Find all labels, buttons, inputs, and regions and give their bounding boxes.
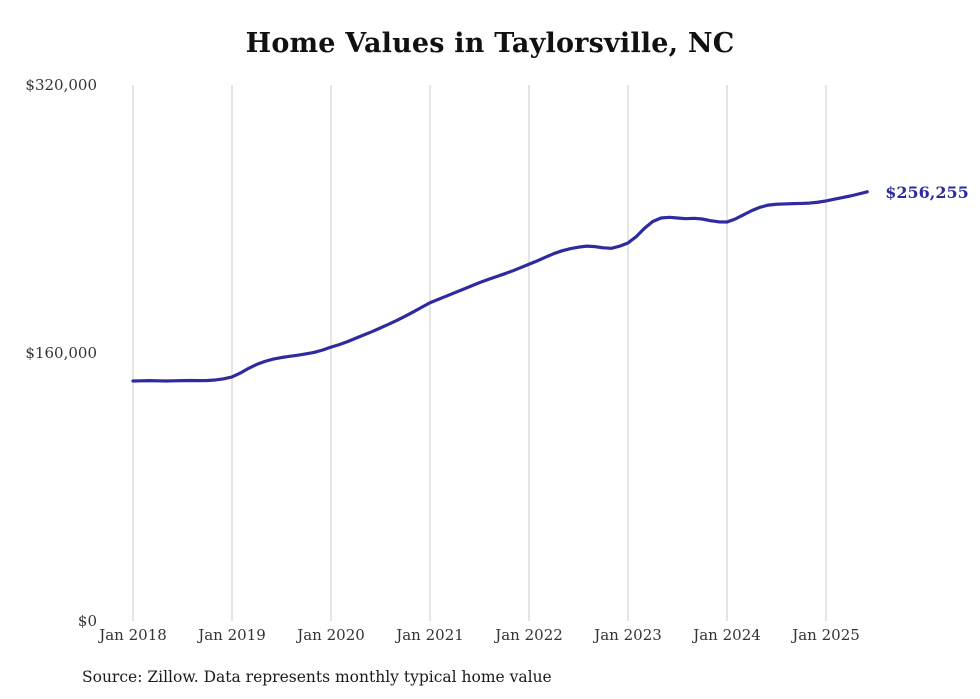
x-axis-tick-label: Jan 2022 — [493, 626, 563, 644]
source-note: Source: Zillow. Data represents monthly … — [82, 668, 552, 686]
x-axis-tick-label: Jan 2021 — [394, 626, 464, 644]
x-axis-tick-label: Jan 2018 — [97, 626, 167, 644]
chart-title: Home Values in Taylorsville, NC — [245, 28, 735, 59]
end-value-label: $256,255 — [885, 183, 969, 202]
x-axis-tick-label: Jan 2020 — [295, 626, 365, 644]
x-axis-tick-label: Jan 2019 — [196, 626, 266, 644]
x-axis-tick-label: Jan 2023 — [592, 626, 662, 644]
y-axis-tick-label: $160,000 — [25, 344, 97, 362]
x-axis-tick-label: Jan 2025 — [790, 626, 860, 644]
y-axis-tick-label: $0 — [78, 612, 97, 630]
home-value-series-line — [131, 190, 869, 383]
y-axis-tick-label: $320,000 — [25, 76, 97, 94]
x-axis-tick-label: Jan 2024 — [691, 626, 761, 644]
